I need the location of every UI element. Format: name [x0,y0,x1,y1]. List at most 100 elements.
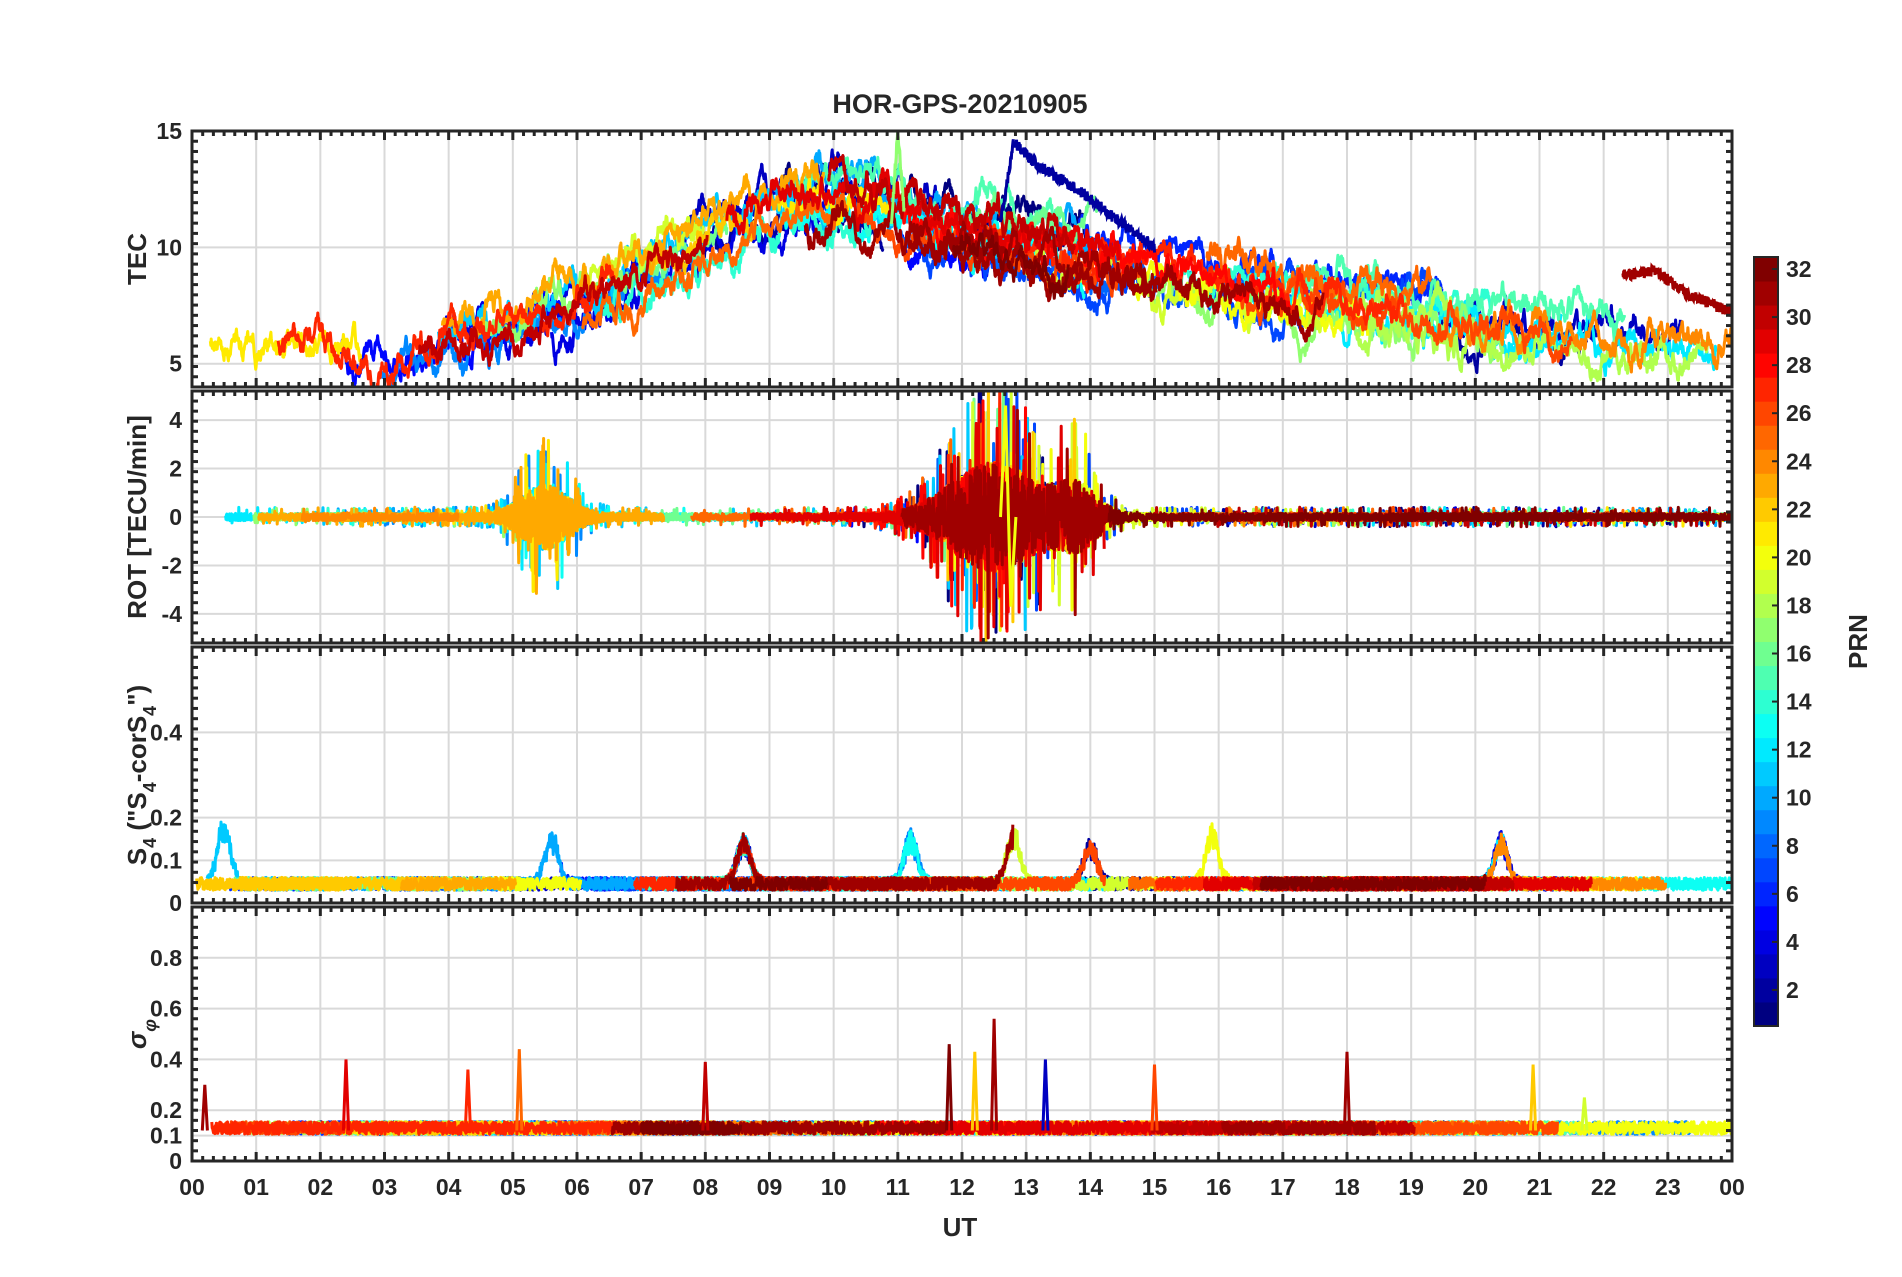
x-tick-label: 04 [436,1174,462,1200]
trace-prn-32 [1441,505,1732,529]
sigma-spike [341,1059,351,1131]
trace-prn-24 [300,506,460,527]
trace-prn-32 [1259,873,1487,892]
y-tick-label: 0.1 [150,847,182,873]
colorbar-tick-label: 14 [1786,689,1812,715]
y-tick-label: 0.6 [150,996,182,1022]
sigma-spike [701,1061,710,1131]
x-tick-label: 15 [1142,1174,1168,1200]
colorbar-tick-label: 10 [1786,785,1812,811]
colorbar-segment [1754,569,1778,594]
colorbar-label: PRN [1843,614,1873,669]
x-tick-label: 19 [1398,1174,1424,1200]
colorbar-segment [1754,377,1778,402]
colorbar-frame [1753,256,1779,1027]
colorbar-segment [1754,473,1778,498]
trace-prn-23 [440,159,825,338]
x-tick-label: 01 [243,1174,269,1200]
colorbar-segment [1754,617,1778,642]
y-tick-label: 0.8 [150,945,182,971]
sigma-spike [1150,1064,1159,1131]
colorbar-tick-label: 6 [1786,881,1799,907]
sigma-spike [1580,1097,1589,1131]
sigma-spike [945,1044,954,1131]
colorbar-tick-label: 20 [1786,544,1812,570]
trace-prn-20 [1420,1120,1732,1136]
highlight-trace-prn-17 [889,131,906,225]
x-tick-label: 00 [179,1174,205,1200]
trace-prn-25 [1205,235,1433,310]
trace-prn-32 [952,232,1070,300]
colorbar-tick-label: 16 [1786,641,1812,667]
x-tick-label: 10 [821,1174,847,1200]
y-tick-label: -4 [162,601,183,627]
colorbar-tick-label: 24 [1786,448,1812,474]
colorbar-segment [1754,329,1778,354]
colorbar-segment [1754,281,1778,306]
trace-prn-30 [417,234,709,367]
x-axis-label: UT [943,1212,978,1242]
colorbar-tick-label: 26 [1786,400,1812,426]
trace-prn-23 [399,875,518,892]
x-tick-label: 11 [886,1174,911,1200]
trace-prn-27 [210,1120,619,1136]
x-tick-label: 02 [308,1174,334,1200]
colorbar-tick-label: 28 [1786,352,1812,378]
panel-rot-traces [224,391,1732,643]
panel-tec-frame [190,129,1734,389]
y-tick-label: 0.2 [150,805,182,831]
y-tick-label: 0 [169,504,182,530]
sigma-spike [1342,1051,1352,1131]
colorbar-tick-label: 12 [1786,737,1812,763]
trace-prn-31 [803,199,1158,303]
sigma-spike [1041,1059,1050,1131]
sigma-spike [463,1069,472,1131]
colorbar-segment [1754,425,1778,450]
panel-sigma-traces [200,1018,1732,1136]
panel-s4-traces [195,820,1732,892]
colorbar-segment [1754,713,1778,739]
colorbar-tick-label: 32 [1786,256,1812,282]
x-tick-label: 21 [1527,1174,1553,1200]
y-tick-label: 0 [169,890,182,916]
colorbar-segment [1754,665,1778,691]
x-tick-label: 17 [1270,1174,1296,1200]
y-tick-label: 5 [169,351,182,377]
trace-prn-18 [1354,315,1710,383]
trace-prn-25 [581,191,849,337]
x-tick-label: 20 [1463,1174,1489,1200]
sigma-spike [200,1084,209,1131]
x-tick-label: 05 [500,1174,526,1200]
trace-prn-14 [602,198,873,324]
highlight-trace-prn-2 [999,139,1156,253]
y-tick-label: 0.2 [150,1097,182,1123]
y-axis-label-s4: S4 ("S4-corS4") [122,685,160,865]
colorbar-segment [1754,857,1778,883]
colorbar-tick-label: 22 [1786,496,1812,522]
trace-prn-27 [276,263,619,387]
colorbar-tick-label: 4 [1786,929,1799,955]
x-tick-label: 09 [757,1174,783,1200]
panel-tec: 5 10 15 TEC [122,118,1734,389]
y-tick-label: 2 [169,456,182,482]
colorbar-tick-label: 2 [1786,977,1799,1003]
y-tick-label: 4 [169,407,182,433]
sigma-spike [990,1018,999,1131]
x-tick-label: 16 [1206,1174,1232,1200]
x-axis-tick-labels: 00 01 02 03 04 05 06 07 08 09 10 11 12 13 14 15 16 17 18 19… [179,1174,1745,1200]
x-tick-label: 06 [564,1174,590,1200]
highlight-trace-prn-31 [1621,262,1732,317]
x-tick-label: 18 [1334,1174,1360,1200]
y-tick-label: 10 [156,234,182,260]
x-tick-label: 03 [372,1174,398,1200]
x-tick-label: 23 [1655,1174,1681,1200]
y-tick-label: -2 [162,552,182,578]
x-tick-label: 13 [1013,1174,1039,1200]
y-tick-label: 0.4 [150,1046,182,1072]
panel-s4-frame [190,645,1734,905]
trace-prn-32 [1107,498,1483,533]
